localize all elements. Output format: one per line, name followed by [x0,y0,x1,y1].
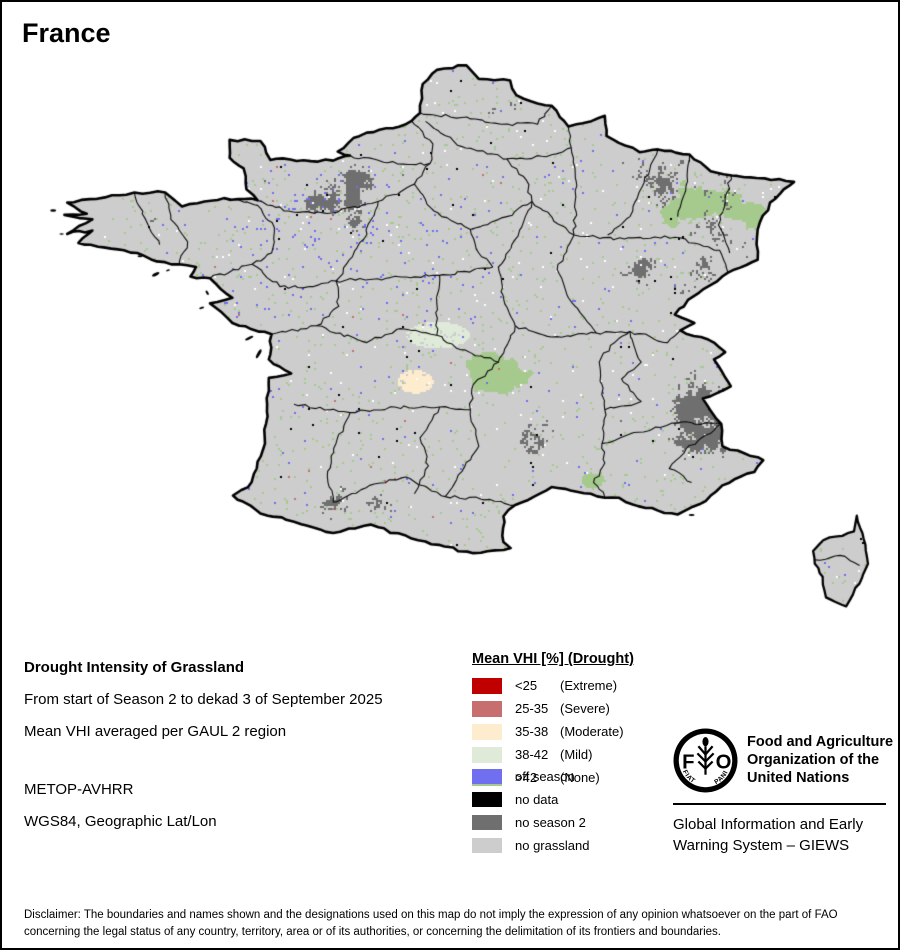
legend-row-severe: 25-35 (Severe) [472,697,634,720]
giews-label: Global Information and Early Warning Sys… [673,816,864,854]
france-drought-map [2,2,898,642]
legend-swatch-extreme [472,677,502,694]
fao-org-name: Food and Agriculture Organization of the… [747,734,894,786]
legend-swatch-off-season [472,769,502,784]
legend-qualifier: (Moderate) [560,724,624,739]
fao-logo-letter-f: F [682,752,694,774]
legend-value: 38-42 [515,747,549,762]
vhi-legend: Mean VHI [%] (Drought) <25 (Extreme) 25-… [472,651,634,789]
legend-row-mild: 38-42 (Mild) [472,743,634,766]
legend-row-extreme: <25 (Extreme) [472,674,634,697]
legend-row-no-data: no data [472,788,589,811]
fao-logo-icon: F O FIAT PANIS [673,728,738,793]
product-period: From start of Season 2 to dekad 3 of Sep… [24,691,383,708]
vhi-legend-title: Mean VHI [%] (Drought) [472,651,634,667]
fao-logo-letter-o: O [716,752,732,774]
sensor-name: METOP-AVHRR [24,781,134,798]
legend-row-no-grassland: no grassland [472,834,589,857]
wheat-ear-icon [696,745,715,775]
legend-qualifier: (Severe) [560,701,610,716]
legend-value: >42 [515,770,538,785]
wheat-grain-icon [702,737,709,747]
fao-divider [673,803,886,805]
legend-swatch-no-grassland [472,838,502,853]
legend-swatch-no-season-2 [472,815,502,830]
legend-qualifier: (None) [560,770,600,785]
disclaimer-text: Disclaimer: The boundaries and names sho… [24,909,838,938]
legend-row-no-season-2: no season 2 [472,811,589,834]
legend-swatch-moderate [472,723,502,740]
legend-row-off-season: off season [472,765,589,788]
legend-swatch-severe [472,700,502,717]
legend-value: 35-38 [515,724,549,739]
legend-swatch-no-data [472,792,502,807]
legend-value: <25 [515,678,538,693]
legend-swatch-mild [472,746,502,763]
product-title: Drought Intensity of Grassland [24,659,245,676]
legend-qualifier: (Extreme) [560,678,618,693]
coverage-legend: off season no data no season 2 no grassl… [472,765,589,857]
legend-label: no grassland [515,838,590,853]
legend-label: off season [515,769,575,784]
page-title: France [22,18,111,48]
legend-qualifier: (Mild) [560,747,593,762]
legend-value: 25-35 [515,701,549,716]
projection-name: WGS84, Geographic Lat/Lon [24,813,217,830]
legend-row-moderate: 35-38 (Moderate) [472,720,634,743]
legend-label: no season 2 [515,815,586,830]
product-aggregation: Mean VHI averaged per GAUL 2 region [24,723,287,740]
legend-label: no data [515,792,559,807]
